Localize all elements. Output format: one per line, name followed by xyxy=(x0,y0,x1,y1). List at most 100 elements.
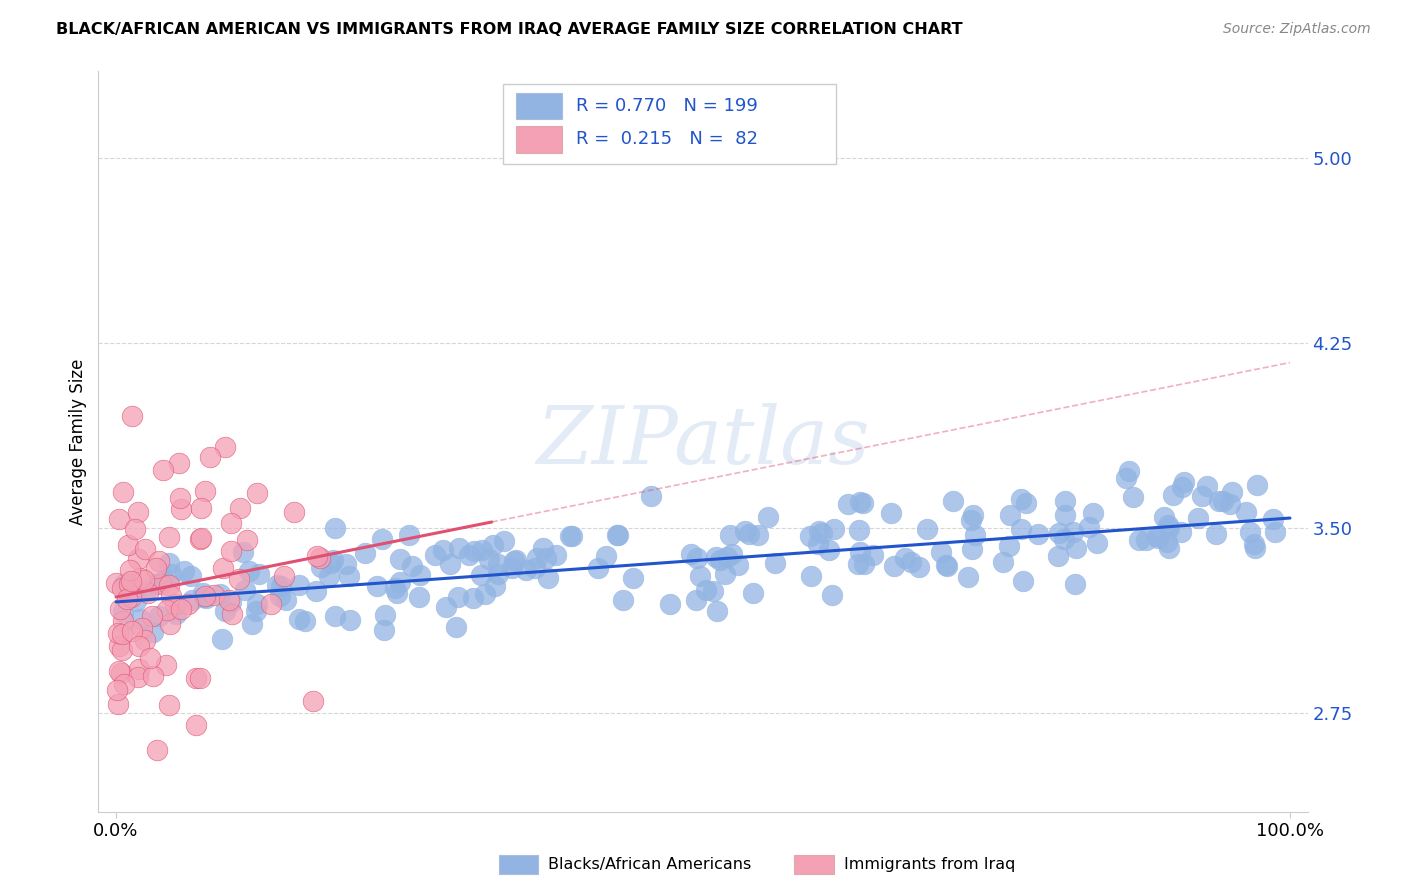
Text: R =  0.215   N =  82: R = 0.215 N = 82 xyxy=(576,130,758,148)
Point xyxy=(157,556,180,570)
Point xyxy=(194,484,217,499)
Point xyxy=(558,529,581,543)
Point xyxy=(1049,526,1071,541)
Point xyxy=(142,669,165,683)
Point xyxy=(1234,505,1257,519)
Point xyxy=(463,591,485,605)
Point xyxy=(190,531,212,545)
Point xyxy=(942,494,965,508)
Point xyxy=(128,662,150,676)
Point xyxy=(294,614,316,628)
Point xyxy=(398,528,420,542)
Point xyxy=(1171,480,1194,494)
Point xyxy=(180,569,202,583)
Point xyxy=(384,581,406,595)
Point xyxy=(170,501,193,516)
Point xyxy=(111,581,134,595)
Point xyxy=(998,508,1021,522)
Point xyxy=(157,530,180,544)
Point xyxy=(260,597,283,611)
Point xyxy=(702,583,724,598)
Point xyxy=(523,560,546,574)
Point xyxy=(709,552,731,566)
Point xyxy=(800,569,823,583)
Point xyxy=(246,597,269,611)
Point xyxy=(214,604,236,618)
Point xyxy=(148,609,170,624)
Point xyxy=(447,541,470,555)
Point xyxy=(135,583,157,598)
Point xyxy=(354,546,377,560)
Point xyxy=(1243,541,1265,556)
Point xyxy=(991,555,1014,569)
Point xyxy=(193,590,215,604)
Point xyxy=(108,602,131,616)
Point xyxy=(561,529,583,543)
Point xyxy=(228,500,250,515)
Text: Immigrants from Iraq: Immigrants from Iraq xyxy=(844,857,1015,871)
Point xyxy=(883,559,905,574)
Point xyxy=(823,522,845,536)
Point xyxy=(105,683,128,698)
Point xyxy=(219,595,242,609)
Point xyxy=(818,543,841,558)
Point xyxy=(166,607,188,622)
Point xyxy=(1010,491,1032,506)
Point xyxy=(105,576,128,591)
Point xyxy=(742,586,765,600)
Point xyxy=(134,541,156,556)
Point xyxy=(936,559,959,574)
Point xyxy=(695,582,717,597)
Point xyxy=(173,564,195,578)
Point xyxy=(387,585,409,599)
Point xyxy=(233,582,256,597)
Point xyxy=(132,573,155,587)
Point xyxy=(586,561,609,575)
Point xyxy=(1062,524,1084,539)
Point xyxy=(1083,506,1105,520)
Point xyxy=(388,574,411,589)
Point xyxy=(142,625,165,640)
FancyBboxPatch shape xyxy=(503,84,837,164)
Point xyxy=(501,561,523,575)
Point xyxy=(160,589,183,603)
Point xyxy=(188,671,211,685)
Point xyxy=(190,500,212,515)
Point xyxy=(1208,493,1230,508)
Point xyxy=(111,642,134,657)
Point xyxy=(167,456,190,470)
Point xyxy=(679,548,702,562)
Point xyxy=(935,558,957,572)
Point xyxy=(266,578,288,592)
Point xyxy=(706,603,728,617)
Point xyxy=(727,558,749,572)
Point xyxy=(1219,497,1241,511)
Point xyxy=(115,591,138,606)
Text: R = 0.770   N = 199: R = 0.770 N = 199 xyxy=(576,97,758,115)
Point xyxy=(305,549,328,563)
Point xyxy=(1159,521,1181,535)
Point xyxy=(110,665,132,680)
Point xyxy=(1066,541,1088,556)
Point xyxy=(121,624,143,639)
Point xyxy=(401,559,423,574)
Point xyxy=(134,632,156,647)
Point xyxy=(848,523,870,537)
Point xyxy=(595,549,617,563)
Point xyxy=(894,551,917,566)
Point xyxy=(108,664,131,678)
Point xyxy=(810,526,832,541)
Point xyxy=(169,491,191,505)
Point xyxy=(186,671,208,685)
Point xyxy=(820,588,842,602)
Point xyxy=(149,577,172,591)
Point xyxy=(202,588,225,602)
Text: BLACK/AFRICAN AMERICAN VS IMMIGRANTS FROM IRAQ AVERAGE FAMILY SIZE CORRELATION C: BLACK/AFRICAN AMERICAN VS IMMIGRANTS FRO… xyxy=(56,22,963,37)
Point xyxy=(1153,510,1175,524)
Point xyxy=(194,589,217,603)
Point xyxy=(159,616,181,631)
Point xyxy=(276,592,298,607)
Point xyxy=(1085,536,1108,550)
Point xyxy=(1239,525,1261,540)
Point xyxy=(1157,518,1180,533)
